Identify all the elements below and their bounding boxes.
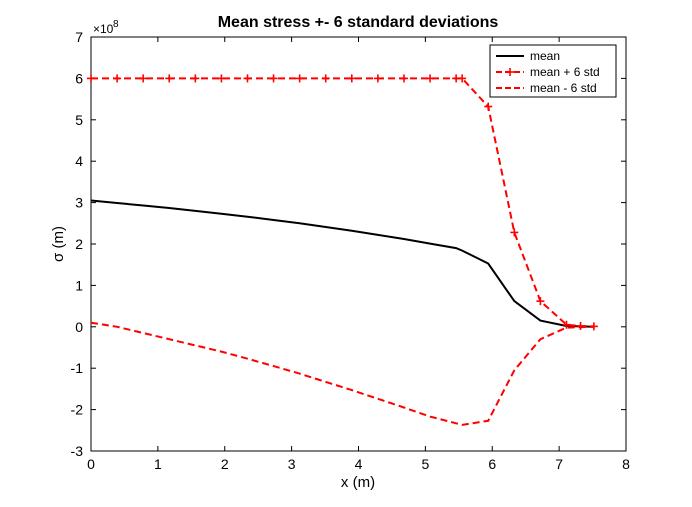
y-tick-label: -2 xyxy=(71,402,84,418)
y-tick-labels: -3 -2 -1 0 1 2 3 4 5 6 7 xyxy=(71,29,84,459)
series-marker xyxy=(113,74,122,83)
y-axis-exponent: ×10 8 xyxy=(93,19,119,36)
x-tick-label: 5 xyxy=(421,456,429,472)
y-tick-label: 4 xyxy=(75,153,83,169)
y-tick-label: 1 xyxy=(75,277,83,293)
y-tick-label: 5 xyxy=(75,112,83,128)
y-tick-label: 3 xyxy=(75,195,83,211)
series-marker xyxy=(510,228,519,237)
x-tick-label: 2 xyxy=(221,456,229,472)
y-exponent-power: 8 xyxy=(113,19,119,30)
series-marker xyxy=(321,74,330,83)
legend-label: mean xyxy=(530,49,560,63)
series-line-2 xyxy=(91,77,594,328)
x-axis-label: x (m) xyxy=(341,474,375,491)
plot-area xyxy=(90,36,627,452)
y-tick-label: 7 xyxy=(75,29,83,45)
x-tick-label: 0 xyxy=(87,456,95,472)
series-marker xyxy=(458,74,467,83)
legend-entry: mean - 6 std xyxy=(496,81,597,95)
legend-label: mean - 6 std xyxy=(530,81,597,95)
x-tick-label: 8 xyxy=(622,456,630,472)
series-line-3 xyxy=(90,321,594,426)
x-tick-labels: 0 1 2 3 4 5 6 7 8 xyxy=(87,456,630,472)
series-line-1 xyxy=(90,199,594,328)
legend-entries: mean mean + 6 std mean - 6 std xyxy=(496,49,600,95)
series-marker xyxy=(576,321,585,330)
series-lines xyxy=(87,74,598,426)
legend-entry: mean + 6 std xyxy=(496,65,600,79)
y-tick-label: 2 xyxy=(75,236,83,252)
x-tick-label: 1 xyxy=(154,456,162,472)
y-axis-label: σ (m) xyxy=(50,226,67,262)
y-tick-label: 0 xyxy=(75,319,83,335)
series-marker xyxy=(373,74,382,83)
series-marker xyxy=(165,74,174,83)
legend-entry: mean xyxy=(496,49,560,63)
chart-title: Mean stress +- 6 standard deviations xyxy=(218,14,499,31)
series-marker xyxy=(536,297,545,306)
y-tick-label: 6 xyxy=(75,70,83,86)
series-marker xyxy=(269,74,278,83)
y-tick-label: -3 xyxy=(71,443,84,459)
x-tick-label: 6 xyxy=(488,456,496,472)
series-marker xyxy=(347,74,356,83)
series-marker xyxy=(484,102,493,111)
axis-ticks xyxy=(90,36,627,452)
x-tick-label: 4 xyxy=(355,456,363,472)
series-marker xyxy=(295,74,304,83)
x-tick-label: 7 xyxy=(555,456,563,472)
series-marker xyxy=(243,74,252,83)
series-marker xyxy=(399,74,408,83)
series-marker xyxy=(562,320,571,329)
series-marker xyxy=(191,74,200,83)
y-tick-label: -1 xyxy=(71,360,84,376)
series-marker xyxy=(87,74,95,83)
y-exponent-base: ×10 xyxy=(93,22,114,36)
series-marker xyxy=(426,74,435,83)
legend-label: mean + 6 std xyxy=(530,65,600,79)
series-marker xyxy=(139,74,148,83)
series-marker xyxy=(217,74,226,83)
legend: mean mean + 6 std mean - 6 std xyxy=(489,44,617,98)
x-tick-label: 3 xyxy=(288,456,296,472)
